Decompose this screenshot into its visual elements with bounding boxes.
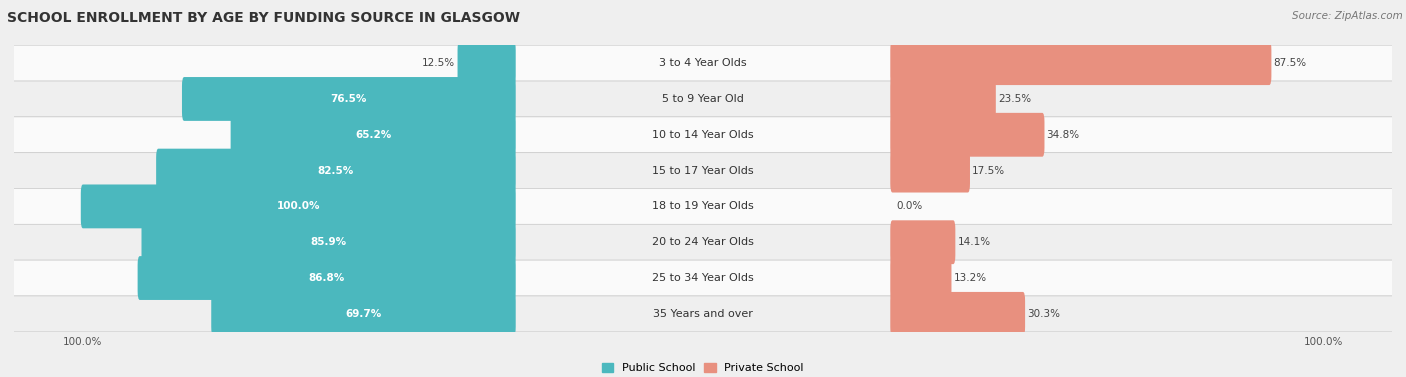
FancyBboxPatch shape [890, 220, 955, 264]
Text: 25 to 34 Year Olds: 25 to 34 Year Olds [652, 273, 754, 283]
FancyBboxPatch shape [0, 81, 1406, 117]
FancyBboxPatch shape [0, 153, 1406, 188]
Text: 13.2%: 13.2% [953, 273, 987, 283]
Text: 76.5%: 76.5% [330, 94, 367, 104]
Text: 100.0%: 100.0% [277, 201, 321, 211]
FancyBboxPatch shape [211, 292, 516, 336]
Text: 82.5%: 82.5% [318, 166, 354, 176]
Text: 30.3%: 30.3% [1028, 309, 1060, 319]
Text: 34.8%: 34.8% [1046, 130, 1080, 140]
Text: Source: ZipAtlas.com: Source: ZipAtlas.com [1292, 11, 1403, 21]
FancyBboxPatch shape [142, 220, 516, 264]
FancyBboxPatch shape [156, 149, 516, 193]
FancyBboxPatch shape [0, 224, 1406, 260]
Text: 17.5%: 17.5% [972, 166, 1005, 176]
FancyBboxPatch shape [890, 41, 1271, 85]
FancyBboxPatch shape [0, 260, 1406, 296]
FancyBboxPatch shape [0, 188, 1406, 224]
Text: 5 to 9 Year Old: 5 to 9 Year Old [662, 94, 744, 104]
Text: 15 to 17 Year Olds: 15 to 17 Year Olds [652, 166, 754, 176]
Text: 35 Years and over: 35 Years and over [652, 309, 754, 319]
FancyBboxPatch shape [0, 296, 1406, 332]
Text: 12.5%: 12.5% [422, 58, 456, 68]
FancyBboxPatch shape [890, 77, 995, 121]
Text: 85.9%: 85.9% [311, 237, 347, 247]
Text: 23.5%: 23.5% [998, 94, 1031, 104]
FancyBboxPatch shape [80, 184, 516, 228]
FancyBboxPatch shape [457, 41, 516, 85]
FancyBboxPatch shape [0, 117, 1406, 153]
FancyBboxPatch shape [890, 292, 1025, 336]
Text: 18 to 19 Year Olds: 18 to 19 Year Olds [652, 201, 754, 211]
Text: 20 to 24 Year Olds: 20 to 24 Year Olds [652, 237, 754, 247]
Text: 69.7%: 69.7% [346, 309, 381, 319]
FancyBboxPatch shape [890, 149, 970, 193]
Text: 65.2%: 65.2% [356, 130, 391, 140]
FancyBboxPatch shape [138, 256, 516, 300]
FancyBboxPatch shape [231, 113, 516, 157]
FancyBboxPatch shape [181, 77, 516, 121]
Text: 87.5%: 87.5% [1274, 58, 1306, 68]
FancyBboxPatch shape [890, 256, 952, 300]
FancyBboxPatch shape [0, 45, 1406, 81]
FancyBboxPatch shape [890, 113, 1045, 157]
Text: 86.8%: 86.8% [308, 273, 344, 283]
Text: 10 to 14 Year Olds: 10 to 14 Year Olds [652, 130, 754, 140]
Legend: Public School, Private School: Public School, Private School [598, 359, 808, 377]
Text: 14.1%: 14.1% [957, 237, 991, 247]
Text: SCHOOL ENROLLMENT BY AGE BY FUNDING SOURCE IN GLASGOW: SCHOOL ENROLLMENT BY AGE BY FUNDING SOUR… [7, 11, 520, 25]
Text: 0.0%: 0.0% [897, 201, 922, 211]
Text: 3 to 4 Year Olds: 3 to 4 Year Olds [659, 58, 747, 68]
